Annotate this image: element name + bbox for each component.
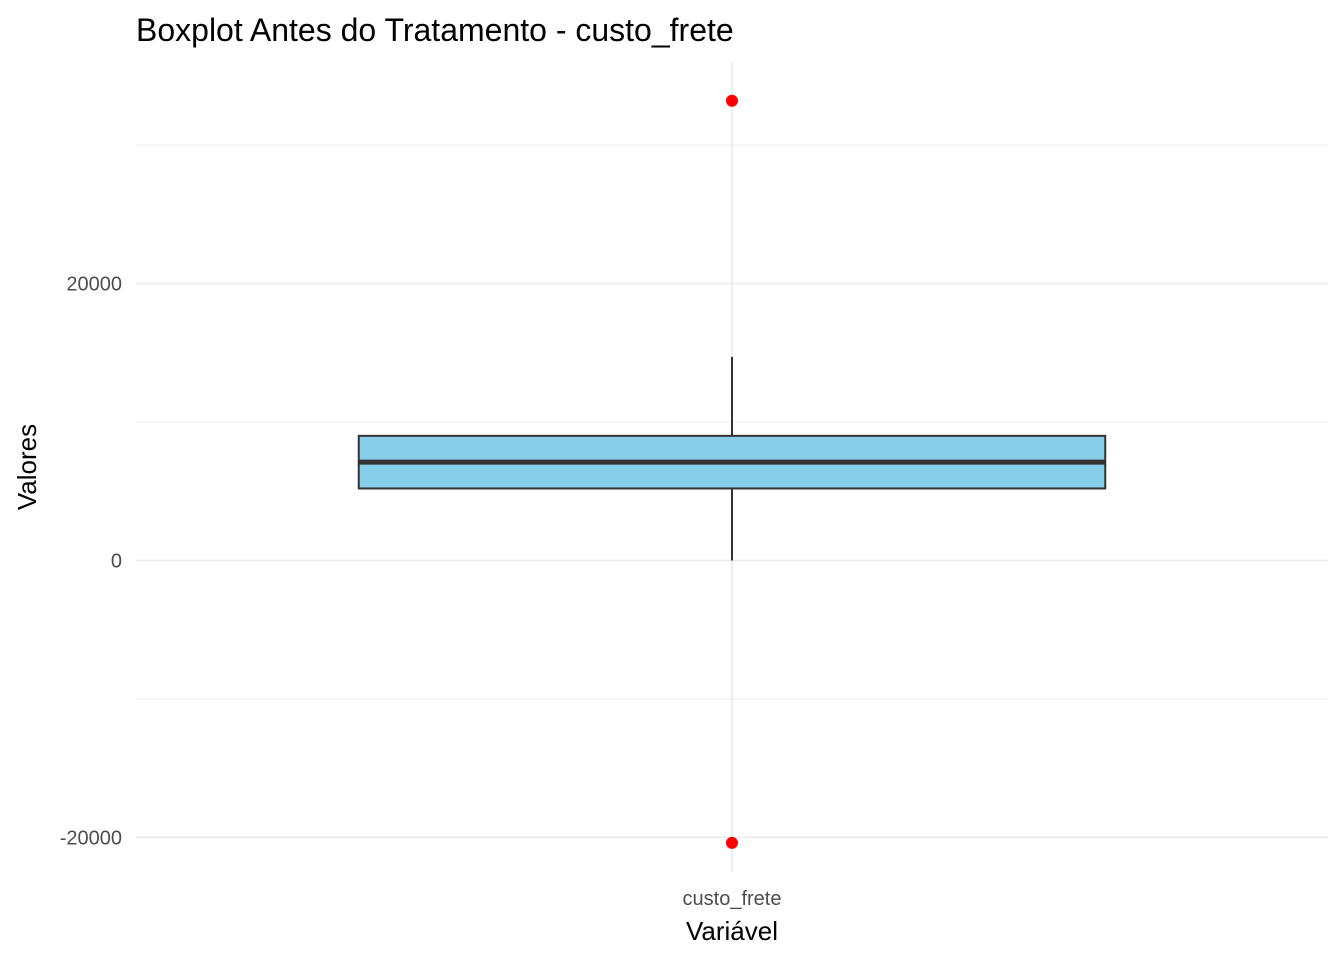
x-axis-title: Variável: [686, 916, 778, 946]
outlier-point: [726, 836, 738, 849]
x-tick-label: custo_frete: [683, 888, 782, 910]
y-tick-label: 20000: [66, 274, 122, 296]
y-tick-label: -20000: [60, 827, 122, 849]
y-axis-title: Valores: [12, 424, 42, 510]
chart-title: Boxplot Antes do Tratamento - custo_fret…: [136, 12, 734, 48]
y-tick-label: 0: [111, 550, 122, 572]
y-tick-labels: -20000 0 20000: [60, 274, 122, 850]
boxes: [357, 94, 1107, 849]
outlier-point: [726, 94, 738, 107]
x-tick-labels: custo_frete: [683, 888, 782, 910]
